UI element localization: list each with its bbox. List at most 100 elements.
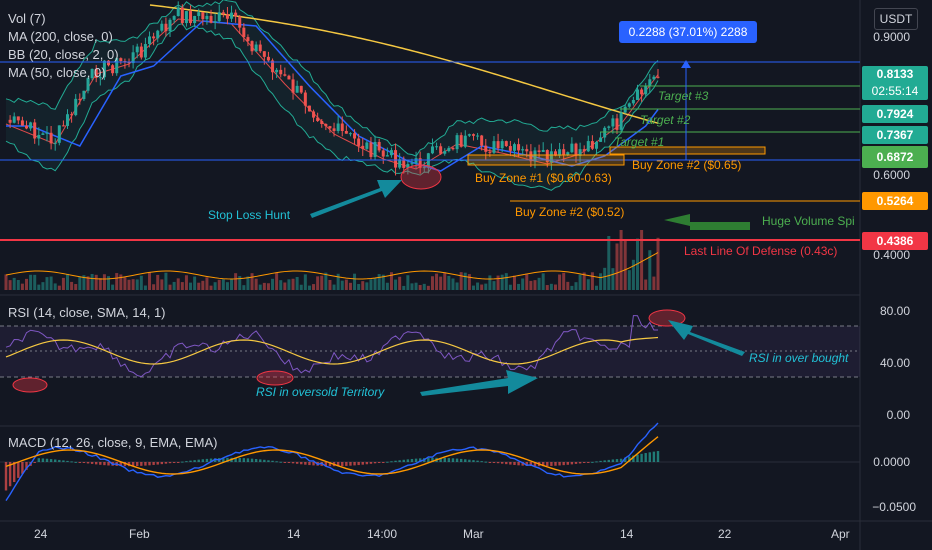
candle-body	[365, 142, 369, 149]
macd-histogram-bar	[488, 462, 492, 463]
macd-histogram-bar	[37, 458, 41, 462]
volume-bar	[504, 273, 508, 290]
macd-histogram-bar	[361, 462, 364, 465]
candle-body	[656, 76, 660, 78]
macd-histogram-bar	[189, 460, 192, 462]
volume-spike-label: Huge Volume Spi	[762, 214, 855, 228]
macd-histogram-bar	[554, 462, 557, 466]
candle-body	[221, 12, 225, 15]
macd-histogram-bar	[500, 462, 504, 464]
candle-body	[217, 12, 221, 22]
volume-bar	[107, 276, 111, 290]
candle-body	[517, 144, 521, 151]
volume-bar	[295, 276, 299, 290]
volume-bar	[369, 279, 373, 290]
volume-bar	[385, 282, 389, 290]
price-tag: 0.7924	[862, 105, 928, 123]
volume-bar	[570, 285, 574, 290]
macd-histogram-bar	[49, 459, 53, 462]
candle-body	[394, 150, 398, 168]
candle-body	[332, 128, 336, 131]
price-tag: 0.5264	[862, 192, 928, 210]
candle-body	[344, 130, 348, 134]
candle-body	[20, 120, 24, 126]
macd-histogram-bar	[144, 462, 147, 466]
macd-histogram-bar	[513, 462, 516, 465]
volume-bar	[517, 283, 521, 290]
volume-bar	[291, 278, 295, 290]
macd-histogram-bar	[312, 462, 315, 466]
x-tick: Apr	[831, 527, 850, 541]
volume-bar	[189, 282, 193, 290]
volume-bar	[545, 285, 549, 290]
candle-body	[299, 85, 303, 93]
candle-body	[492, 141, 496, 153]
volume-bar	[123, 277, 127, 290]
candle-body	[361, 145, 365, 149]
macd-histogram-bar	[197, 459, 200, 462]
volume-bar	[586, 279, 590, 290]
candle-body	[115, 58, 119, 74]
macd-histogram-bar	[459, 458, 463, 462]
candle-body	[594, 141, 598, 149]
macd-histogram-bar	[295, 462, 299, 464]
volume-bar	[463, 272, 467, 290]
macd-histogram-bar	[238, 457, 241, 462]
candle-body	[381, 150, 385, 157]
volume-bar	[451, 278, 455, 290]
candle-body	[357, 138, 361, 146]
candle-body	[156, 30, 160, 39]
candle-body	[168, 19, 172, 32]
volume-bar	[213, 282, 217, 290]
volume-bar	[287, 279, 291, 290]
candle-body	[410, 163, 414, 165]
macd-histogram-bar	[582, 462, 586, 463]
volume-bar	[549, 283, 553, 290]
volume-bar	[471, 285, 475, 290]
candle-body	[279, 69, 283, 75]
volume-bar	[303, 274, 307, 290]
candle-body	[283, 74, 287, 76]
candle-body	[172, 16, 176, 20]
macd-histogram-bar	[451, 458, 455, 462]
candle-body	[599, 137, 603, 142]
volume-bar	[86, 276, 90, 290]
volume-bar	[422, 283, 426, 290]
volume-bar	[102, 274, 106, 290]
candle-body	[439, 146, 443, 154]
price-tick: 0.4000	[873, 248, 910, 262]
candle-body	[533, 150, 537, 162]
volume-bar	[566, 281, 570, 290]
currency-button[interactable]: USDT	[874, 8, 918, 30]
price-tag: 0.4386	[862, 232, 928, 250]
macd-histogram-bar	[558, 462, 561, 466]
volume-bar	[152, 284, 156, 290]
price-tag: 0.6872	[862, 146, 928, 168]
macd-histogram-bar	[386, 461, 389, 463]
macd-histogram-bar	[271, 460, 274, 462]
candle-body	[336, 123, 340, 131]
candle-body	[193, 16, 197, 24]
macd-histogram-bar	[652, 451, 656, 462]
volume-bar	[74, 284, 78, 290]
volume-bar	[275, 272, 279, 290]
macd-histogram-bar	[275, 461, 278, 463]
last-line-label: Last Line Of Defense (0.43c)	[684, 244, 838, 258]
candle-body	[385, 155, 389, 157]
macd-histogram-bar	[455, 458, 459, 462]
volume-bar	[180, 282, 184, 290]
candle-body	[574, 143, 578, 156]
volume-bar	[172, 281, 176, 290]
macd-histogram-bar	[279, 461, 282, 463]
candle-body	[545, 150, 549, 163]
volume-bar	[332, 284, 336, 290]
volume-bar	[640, 230, 644, 290]
macd-histogram-bar	[136, 462, 139, 467]
x-tick: 24	[34, 527, 48, 541]
candle-body	[521, 149, 525, 151]
candle-body	[348, 133, 352, 135]
macd-histogram-bar	[648, 452, 651, 462]
volume-bar	[156, 274, 160, 290]
